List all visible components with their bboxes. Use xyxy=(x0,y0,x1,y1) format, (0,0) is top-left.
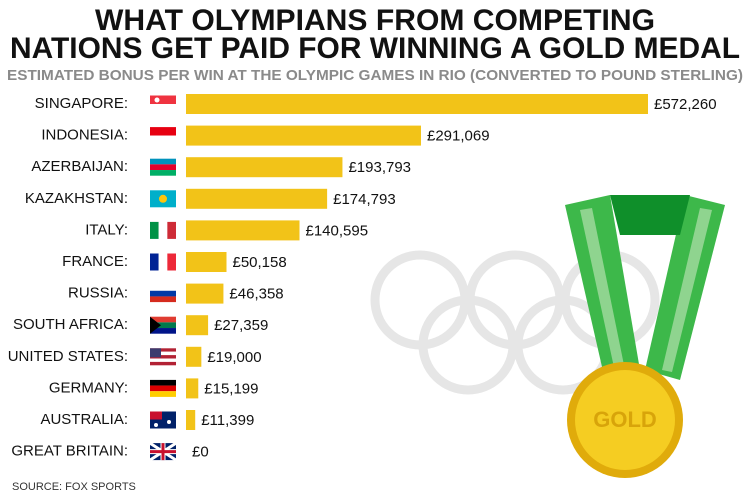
category-label: INDONESIA: xyxy=(41,127,128,144)
chart-subtitle: ESTIMATED BONUS PER WIN AT THE OLYMPIC G… xyxy=(7,67,743,84)
bar xyxy=(186,315,209,336)
flag-stripe xyxy=(167,253,176,271)
flag-stripe xyxy=(150,127,176,136)
value-label: £174,793 xyxy=(333,191,396,208)
flag-canton xyxy=(150,411,162,420)
flag-cross xyxy=(150,443,176,461)
flag xyxy=(150,158,176,176)
value-label: £46,358 xyxy=(229,286,283,303)
category-label: FRANCE: xyxy=(62,253,128,270)
category-label: KAZAKHSTAN: xyxy=(25,190,128,207)
flag-stripe xyxy=(150,316,176,323)
value-label: £11,399 xyxy=(201,412,254,429)
medal-label: GOLD xyxy=(593,407,657,432)
category-label: UNITED STATES: xyxy=(8,348,128,365)
flag-stripe xyxy=(150,328,176,334)
value-label: £15,199 xyxy=(204,380,258,397)
flag-star xyxy=(154,423,158,427)
flag-stripe xyxy=(150,164,176,171)
flag-sun xyxy=(159,194,167,203)
flag-stripe xyxy=(150,104,176,113)
flag-stripe xyxy=(150,358,176,362)
bar xyxy=(186,252,227,272)
bar xyxy=(186,157,343,178)
value-label: £572,260 xyxy=(654,96,717,113)
flag-star xyxy=(167,420,171,424)
bar xyxy=(186,378,199,399)
flag-stripe xyxy=(150,379,176,386)
flag xyxy=(150,253,176,271)
olympic-rings xyxy=(370,250,660,395)
flag-stripe xyxy=(150,355,176,359)
category-label: ITALY: xyxy=(85,221,128,238)
bar xyxy=(186,188,328,209)
flag-moon xyxy=(154,97,160,103)
value-label: £19,000 xyxy=(207,349,261,366)
bar xyxy=(186,283,224,304)
flag-stripe xyxy=(150,296,176,303)
value-label: £291,069 xyxy=(427,128,490,145)
value-label: £27,359 xyxy=(214,317,268,334)
flag-stripe xyxy=(150,351,176,356)
flag-stripe xyxy=(150,385,176,392)
flag-stripe xyxy=(150,391,176,397)
bar xyxy=(186,94,648,114)
flag xyxy=(150,348,176,366)
flag-stripe xyxy=(150,135,176,145)
flag xyxy=(150,221,176,239)
source: SOURCE: FOX SPORTS xyxy=(12,481,136,493)
flag-stripe xyxy=(150,221,159,239)
flag xyxy=(150,95,176,113)
flag-stripe xyxy=(158,221,168,239)
flag-stripe xyxy=(150,285,176,291)
flag xyxy=(150,127,176,145)
category-label: RUSSIA: xyxy=(68,285,128,302)
bar xyxy=(186,220,300,241)
bar xyxy=(186,410,196,430)
flag-stripe xyxy=(150,253,159,271)
flag xyxy=(150,379,176,397)
category-label: AUSTRALIA: xyxy=(40,411,128,428)
flag-stripe xyxy=(167,221,176,239)
category-label: AZERBAIJAN: xyxy=(31,158,128,175)
flag-stripe xyxy=(150,170,176,176)
flag xyxy=(150,316,176,334)
flag-canton xyxy=(150,348,161,358)
value-label: £193,793 xyxy=(348,159,411,176)
flag-stripe xyxy=(158,253,168,271)
medal: GOLD xyxy=(565,195,725,478)
flag-stripe xyxy=(150,95,176,104)
flag-stripe xyxy=(150,348,176,352)
flag xyxy=(150,190,176,208)
chart-title: WHAT OLYMPIANS FROM COMPETING xyxy=(95,4,655,37)
flag xyxy=(150,411,176,429)
flag xyxy=(150,285,176,303)
category-label: SINGAPORE: xyxy=(35,95,128,112)
category-label: GERMANY: xyxy=(49,379,128,396)
flag-stripe xyxy=(150,322,176,329)
bar xyxy=(186,125,421,146)
value-label: £50,158 xyxy=(232,254,286,271)
flag-stripe xyxy=(150,158,176,165)
flag xyxy=(149,441,177,462)
flag-triangle xyxy=(150,316,161,334)
category-label: SOUTH AFRICA: xyxy=(13,316,128,333)
bar xyxy=(186,346,202,367)
chart-title: NATIONS GET PAID FOR WINNING A GOLD MEDA… xyxy=(10,32,740,65)
flag-stripe xyxy=(150,361,176,366)
value-label: £0 xyxy=(192,444,209,461)
category-label: GREAT BRITAIN: xyxy=(11,443,128,460)
value-label: £140,595 xyxy=(306,222,369,239)
flag-stripe xyxy=(150,290,176,297)
